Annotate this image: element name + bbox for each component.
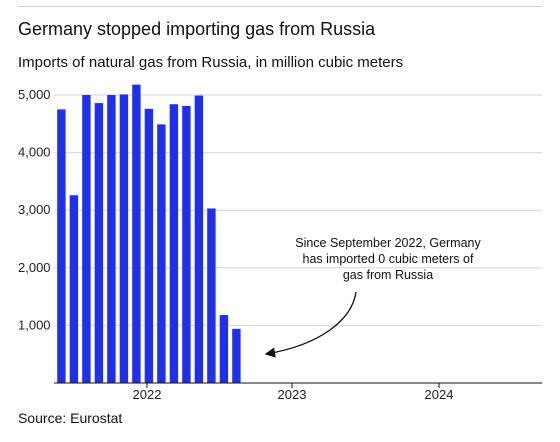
bar-2022-04 [182, 105, 191, 383]
y-axis-ticks: 1,000 2,000 3,000 4,000 5,000 [18, 87, 51, 332]
top-rule [18, 6, 542, 7]
bar-2021-11 [119, 94, 129, 383]
y-tick-label: 2,000 [18, 260, 51, 275]
bars [57, 84, 241, 384]
bar-2021-09 [94, 103, 104, 384]
annotation-arrow [264, 291, 357, 358]
bar-2022-06 [207, 208, 216, 383]
bar-2021-12 [132, 84, 141, 383]
annotation-line: has imported 0 cubic meters of [303, 252, 474, 266]
y-tick-label: 4,000 [18, 145, 51, 160]
annotation-line: gas from Russia [343, 268, 433, 282]
chart-subtitle: Imports of natural gas from Russia, in m… [18, 54, 404, 71]
bar-2021-07 [69, 195, 79, 383]
bar-2022-02 [157, 124, 166, 383]
bar-2022-03 [169, 104, 179, 383]
y-tick-label: 1,000 [18, 317, 51, 332]
chart-title: Germany stopped importing gas from Russi… [18, 19, 376, 39]
y-tick-label: 3,000 [18, 202, 51, 217]
bar-2022-08 [232, 328, 241, 383]
bar-2021-08 [82, 95, 91, 383]
x-axis-ticks: 2022 2023 2024 [133, 383, 454, 402]
bar-2021-10 [107, 95, 116, 383]
y-tick-label: 5,000 [18, 87, 51, 102]
bar-2022-07 [219, 315, 229, 383]
x-tick-label: 2023 [278, 387, 307, 402]
x-tick-label: 2024 [425, 387, 454, 402]
source-note: Source: Eurostat [18, 410, 123, 426]
bar-2021-06 [57, 109, 66, 384]
bar-2022-01 [144, 108, 154, 383]
annotation-text: Since September 2022, Germany has importe… [295, 236, 481, 282]
x-tick-label: 2022 [133, 387, 162, 402]
annotation-line: Since September 2022, Germany [295, 236, 481, 250]
bar-2022-05 [194, 95, 204, 384]
